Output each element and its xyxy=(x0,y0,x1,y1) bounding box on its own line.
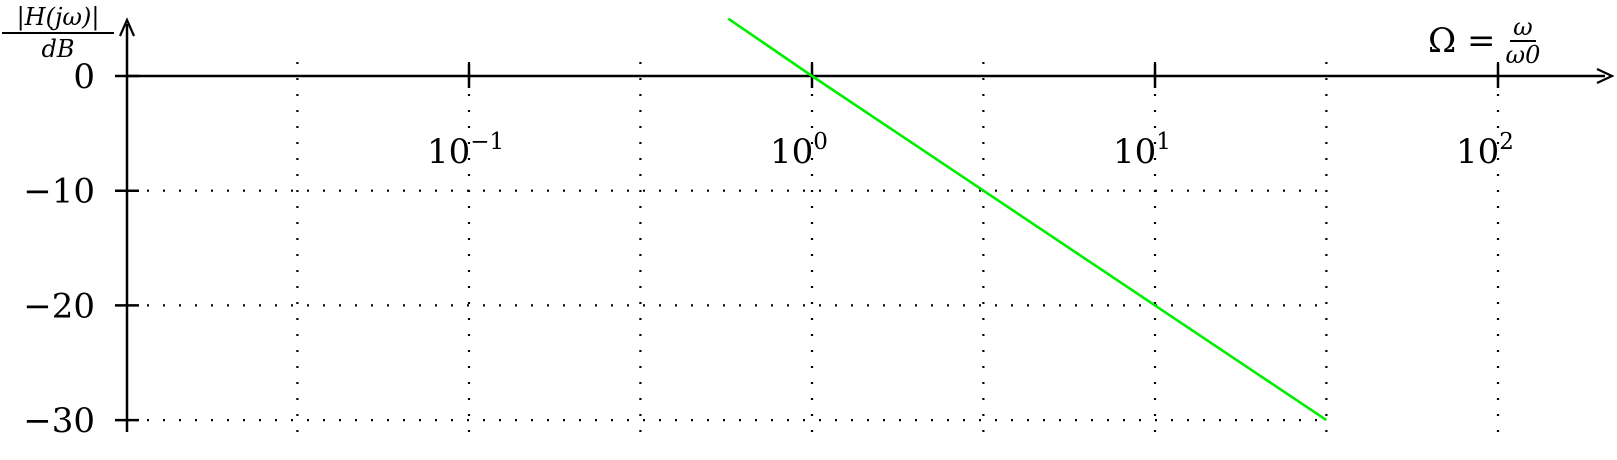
x-axis-label: Ω = ω ω0 xyxy=(1428,14,1540,68)
x-tick-label: 101 xyxy=(1113,129,1171,172)
y-tick-label: −10 xyxy=(23,172,95,212)
y-tick-label: −30 xyxy=(23,401,95,441)
x-axis-label-denominator: ω0 xyxy=(1505,41,1541,69)
x-axis-label-numerator: ω xyxy=(1510,14,1536,42)
x-axis-arrow xyxy=(1596,68,1615,84)
x-axis-label-lhs: Ω = xyxy=(1428,21,1496,61)
x-tick-label: 100 xyxy=(770,129,828,172)
x-tick-label: 102 xyxy=(1456,129,1514,172)
magnitude-line xyxy=(727,17,1328,422)
y-axis-label-numerator: |H(jω)| xyxy=(2,2,114,34)
y-tick-label: 0 xyxy=(73,57,95,97)
x-tick-label: 10−1 xyxy=(427,129,504,172)
y-axis-arrow xyxy=(118,17,136,37)
y-axis-label: |H(jω)| dB xyxy=(2,2,114,64)
y-axis-label-denominator: dB xyxy=(41,35,75,63)
y-tick-label: −20 xyxy=(23,286,95,326)
